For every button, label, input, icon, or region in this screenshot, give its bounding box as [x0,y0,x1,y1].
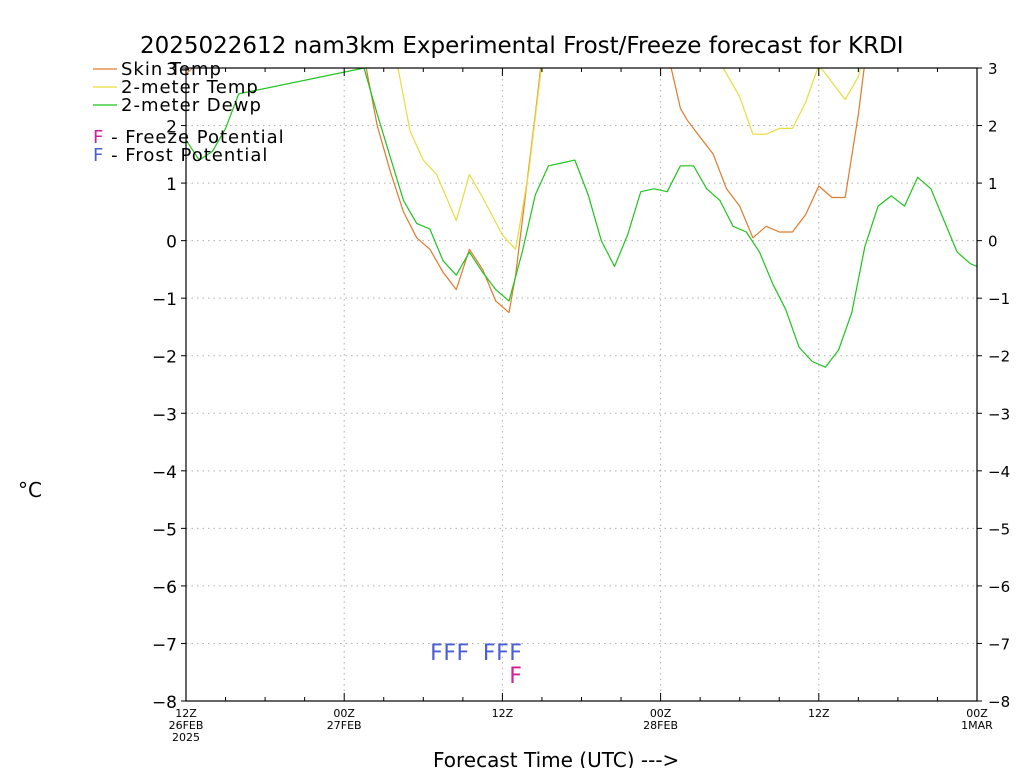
y-tick-label-right: 2 [988,118,998,136]
x-tick-label: 12Z [175,707,197,720]
series-2-meter-dewp [186,68,977,368]
freeze-marker: F [509,664,522,689]
y-tick-label-left: −8 [152,693,177,713]
y-tick-label-left: −3 [152,405,177,425]
frost-marker: F [457,641,470,666]
frost-marker: F [496,641,509,666]
y-tick-label-left: 0 [166,233,177,253]
y-tick-label-left: 2 [166,118,177,138]
y-tick-label-right: 0 [988,233,998,251]
y-tick-label-left: 3 [166,60,177,80]
potential-legend-text: - Frost Potential [104,145,268,166]
axes: −8 −8 −7 −7 −6 −6 −5 −5 −4 −4 −3 −3 −2 −2 −1 −1 0 0 1 1 2 2 3 3… [152,60,1010,744]
potential-legend-label: F - Freeze Potential [93,127,285,148]
y-tick-label-left: −6 [152,578,177,598]
y-tick-label-right: 3 [988,60,998,78]
y-tick-label-right: −4 [988,463,1010,481]
x-tick-label: 00Z [333,707,355,720]
x-tick-label: 26FEB [169,719,204,732]
y-tick-label-left: −7 [152,635,177,655]
potential-legend-text: - Freeze Potential [104,127,284,148]
legend-label: Skin Temp [121,59,222,80]
potential-markers: F F F F F FF [430,641,522,689]
y-tick-label-right: −6 [988,578,1010,596]
series-lines [186,68,977,368]
x-axis-label: Forecast Time (UTC) ---> [433,748,679,768]
frost-marker: F [509,641,522,666]
potential-legend-label: F - Frost Potential [93,145,268,166]
y-tick-label-right: −2 [988,348,1010,366]
series-2-meter-temp [397,68,862,250]
y-tick-label-left: −5 [152,520,177,540]
y-tick-label-left: −4 [152,463,177,483]
legend-label: 2-meter Dewp [121,95,262,116]
y-tick-label-right: −1 [988,290,1010,308]
chart-title: 2025022612 nam3km Experimental Frost/Fre… [140,33,904,59]
x-tick-label: 12Z [808,707,830,720]
x-tick-label: 2025 [172,731,200,744]
x-tick-label: 00Z [966,707,988,720]
x-tick-label: 27FEB [327,719,362,732]
series-group [186,68,977,368]
frost-marker: F [443,641,456,666]
frost-marker: F [483,641,496,666]
plot-frame [185,67,978,702]
y-tick-label-left: 1 [166,175,177,195]
y-tick-label-right: −7 [988,635,1010,653]
potential-legend-symbol: F [93,145,104,166]
frost-marker: F [430,641,443,666]
x-tick-label: 12Z [492,707,514,720]
x-tick-label: 28FEB [643,719,678,732]
y-tick-label-right: 1 [988,175,998,193]
y-tick-label-right: −3 [988,405,1010,423]
grid-lines [186,68,977,701]
y-tick-label-left: −1 [152,290,177,310]
x-tick-label: 00Z [650,707,672,720]
x-tick-label: 1MAR [961,719,993,732]
y-tick-label-right: −8 [988,693,1010,711]
y-tick-label-left: −2 [152,348,177,368]
legend-label: 2-meter Temp [121,77,259,98]
y-tick-label-right: −5 [988,520,1010,538]
y-axis-label: °C [18,478,42,502]
potential-legend-symbol: F [93,127,104,148]
